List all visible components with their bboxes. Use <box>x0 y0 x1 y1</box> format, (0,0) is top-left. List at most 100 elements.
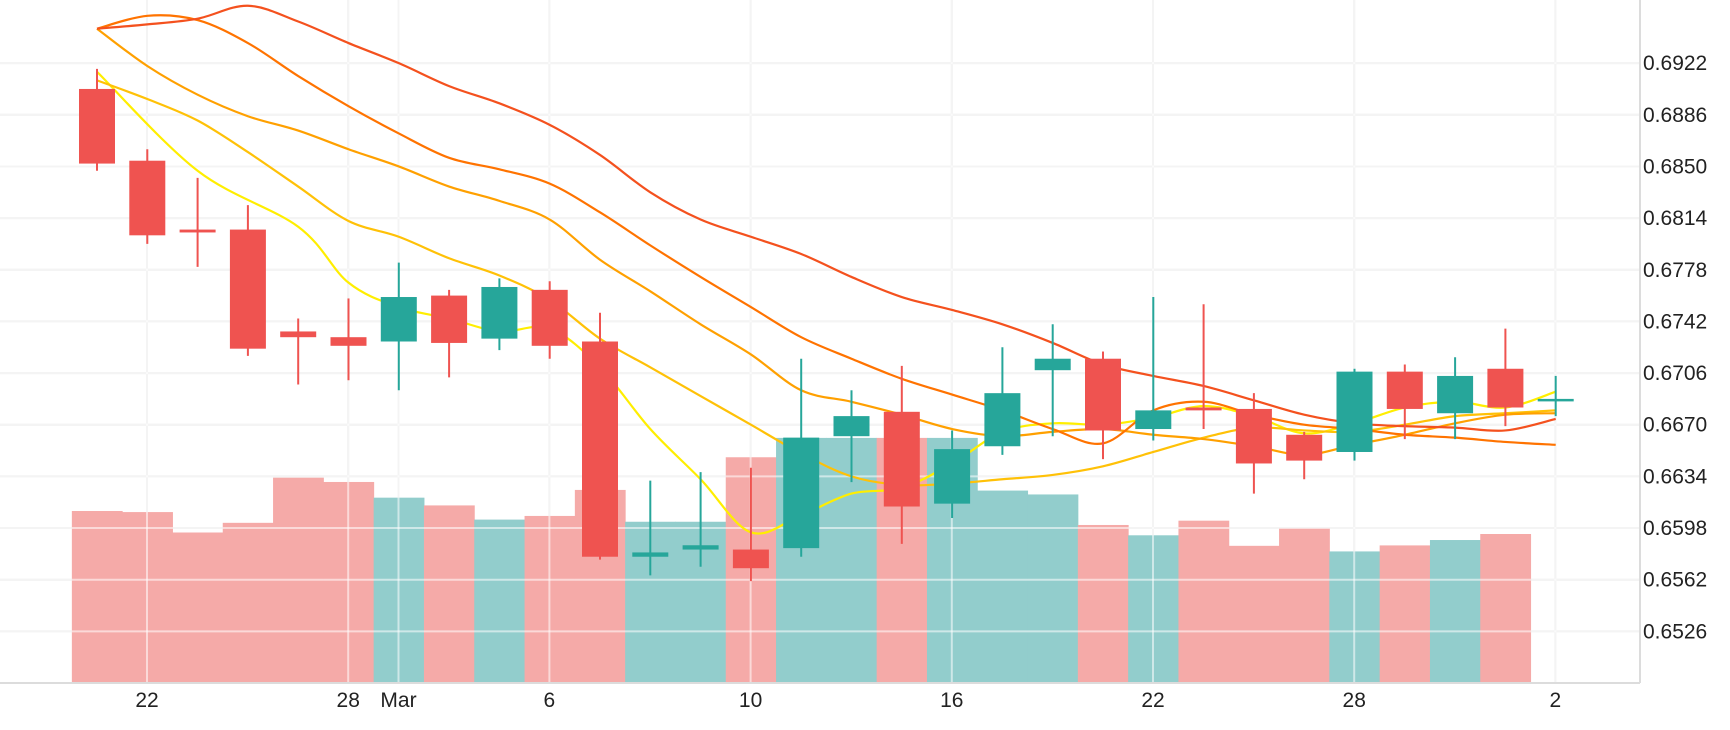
candle <box>1336 368 1373 461</box>
candle-body <box>280 331 317 338</box>
candle-body <box>1336 371 1373 452</box>
candle <box>984 347 1021 455</box>
candle <box>330 298 367 381</box>
x-axis-ticks: 22 28 Mar 6 10 16 22 28 2 <box>135 689 1561 712</box>
y-tick-label: 0.6526 <box>1643 620 1707 643</box>
volume-bar <box>1279 528 1330 683</box>
volume-bar <box>1379 545 1431 683</box>
candle <box>129 149 166 244</box>
candle-body <box>783 437 820 549</box>
moving-average-line <box>96 79 1556 487</box>
x-tick-label: 22 <box>135 689 158 712</box>
candle <box>1034 324 1071 437</box>
moving-average-line <box>96 14 1556 446</box>
volume-bar <box>172 532 224 683</box>
candle <box>1487 328 1524 427</box>
x-tick-label: 16 <box>940 689 963 712</box>
candle <box>632 480 669 576</box>
candle <box>1185 304 1222 430</box>
candle-body <box>431 295 468 343</box>
y-tick-label: 0.6778 <box>1643 259 1707 282</box>
candle-body <box>1286 434 1323 461</box>
candle-body <box>229 229 266 349</box>
y-tick-label: 0.6850 <box>1643 155 1707 178</box>
candle <box>934 430 971 518</box>
y-tick-label: 0.6922 <box>1643 52 1707 75</box>
volume-bar <box>1480 534 1532 683</box>
candle-body <box>179 229 216 233</box>
candle-body <box>531 289 568 346</box>
candle <box>1537 375 1574 417</box>
volume-bar <box>1027 494 1079 683</box>
candle-body <box>732 549 769 569</box>
candle-body <box>79 88 115 164</box>
volume-bar <box>1077 524 1129 683</box>
candle <box>380 262 417 391</box>
candle-body <box>1537 398 1574 402</box>
candle <box>582 312 618 560</box>
y-tick-label: 0.6742 <box>1643 310 1707 333</box>
x-tick-label: 2 <box>1550 689 1562 712</box>
candle <box>79 68 115 171</box>
y-tick-label: 0.6814 <box>1643 207 1708 230</box>
x-tick-label: 22 <box>1141 689 1164 712</box>
candle-body <box>984 393 1021 447</box>
candle-body <box>129 160 166 236</box>
candle <box>1085 351 1121 460</box>
candle <box>481 278 518 351</box>
x-tick-label: 28 <box>337 689 360 712</box>
candle-body <box>833 416 870 437</box>
candle <box>280 318 317 385</box>
axes <box>0 0 1641 684</box>
volume-bar <box>1228 545 1280 683</box>
volume-bar <box>1429 540 1481 683</box>
volume-bar <box>1178 520 1230 683</box>
candle <box>732 467 769 582</box>
candle-body <box>1135 410 1172 430</box>
y-tick-label: 0.6706 <box>1643 362 1707 385</box>
volume-bar <box>222 522 274 683</box>
x-tick-label: 10 <box>739 689 762 712</box>
candle-body <box>1386 371 1423 409</box>
candle <box>1286 431 1323 480</box>
candle-body <box>1487 368 1524 408</box>
candle <box>1437 357 1474 440</box>
candle <box>431 289 468 378</box>
y-tick-label: 0.6598 <box>1643 517 1707 540</box>
moving-average-line <box>96 4 1556 432</box>
candle-body <box>380 297 417 342</box>
y-tick-label: 0.6886 <box>1643 104 1707 127</box>
candle-body <box>934 449 971 504</box>
y-axis-ticks: 0.6922 0.6886 0.6850 0.6814 0.6778 0.6742 0.67… <box>1643 52 1708 643</box>
candle-body <box>682 545 719 550</box>
candle <box>783 358 820 557</box>
candle-body <box>1235 408 1272 464</box>
x-tick-label: 28 <box>1343 689 1366 712</box>
volume-bar <box>977 490 1029 683</box>
y-tick-label: 0.6670 <box>1643 414 1707 437</box>
volume-bar <box>71 511 123 683</box>
candle <box>229 205 266 356</box>
candle-body <box>883 411 920 507</box>
candle <box>1235 393 1272 494</box>
candle-body <box>481 286 518 339</box>
candle <box>1386 364 1423 440</box>
candle <box>833 390 870 483</box>
candle <box>682 472 719 567</box>
y-tick-label: 0.6562 <box>1643 569 1707 592</box>
x-tick-label: Mar <box>380 689 416 712</box>
x-tick-label: 6 <box>544 689 556 712</box>
candles <box>79 68 1574 582</box>
volume-bar <box>474 519 526 683</box>
candle <box>883 365 920 544</box>
candle <box>179 177 216 267</box>
candle-body <box>1185 407 1222 411</box>
volume-bar <box>423 505 475 683</box>
candle-body <box>1085 358 1121 431</box>
candle-body <box>632 552 669 557</box>
candle-body <box>1034 358 1071 371</box>
candle-body <box>582 341 618 557</box>
y-tick-label: 0.6634 <box>1643 465 1708 488</box>
candle-body <box>1437 375 1474 414</box>
